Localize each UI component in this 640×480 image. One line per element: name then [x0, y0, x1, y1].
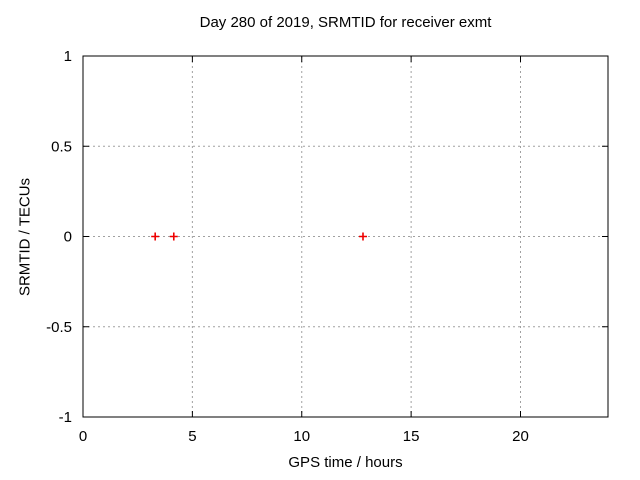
x-axis-label: GPS time / hours — [288, 454, 403, 471]
y-tick-label: -0.5 — [46, 319, 72, 336]
x-tick-label: 15 — [403, 428, 420, 445]
data-point-marker — [151, 232, 160, 241]
x-tick-label: 20 — [512, 428, 529, 445]
y-tick-label: 0 — [64, 229, 72, 246]
data-point-marker — [359, 232, 367, 241]
y-tick-label: 1 — [64, 48, 72, 65]
y-tick-label: 0.5 — [51, 138, 72, 155]
chart-title: Day 280 of 2019, SRMTID for receiver exm… — [199, 14, 492, 31]
data-point-marker — [169, 232, 178, 241]
x-tick-label: 10 — [293, 428, 310, 445]
y-tick-label: -1 — [59, 409, 72, 426]
x-tick-label: 5 — [188, 428, 196, 445]
x-tick-label: 0 — [79, 428, 87, 445]
